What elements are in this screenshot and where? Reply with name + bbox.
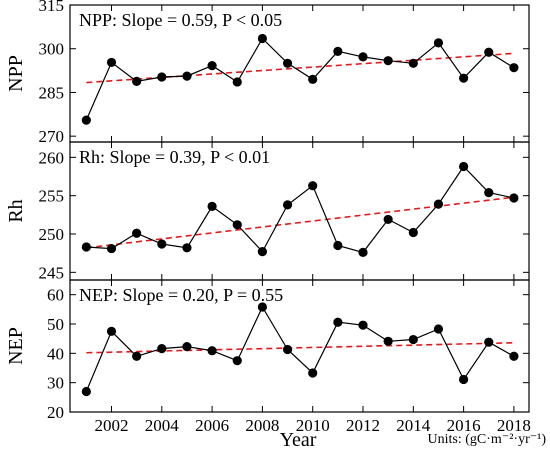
- x-tick-label: 2004: [145, 416, 180, 435]
- rh-data-point: [408, 227, 418, 238]
- rh-y-tick-label: 245: [39, 263, 65, 282]
- nep-data-point: [232, 356, 242, 366]
- nep-data-point: [282, 344, 293, 355]
- nep-data-point: [333, 317, 343, 327]
- x-tick-label: 2018: [497, 416, 531, 435]
- rh-data-point: [308, 181, 318, 191]
- nep-trend-line: [86, 341, 514, 354]
- nep-panel: 20 30 40 50 60 2002 2004 2006 2008 2010 2012 2014 20…: [5, 279, 531, 435]
- nep-data-point: [257, 302, 268, 312]
- npp-data-point: [232, 77, 242, 87]
- rh-data-point: [282, 200, 293, 210]
- rh-stats-annotation: Rh: Slope = 0.39, P < 0.01: [79, 147, 270, 167]
- rh-y-tick-label: 255: [39, 187, 65, 206]
- nep-plot-frame: [69, 279, 530, 413]
- npp-data-point: [509, 63, 519, 73]
- nep-data-point: [182, 341, 192, 352]
- rh-data-point: [207, 201, 217, 211]
- rh-data-point: [106, 243, 117, 254]
- npp-data-point: [257, 33, 268, 44]
- npp-y-axis-title: NPP: [5, 55, 27, 92]
- npp-data-point: [157, 72, 167, 82]
- rh-y-tick-label: 250: [39, 225, 65, 244]
- npp-data-point: [408, 58, 418, 68]
- nep-data-point: [106, 326, 117, 336]
- nep-y-tick-label: 40: [47, 344, 64, 363]
- rh-data-point: [433, 199, 444, 209]
- npp-data-point: [383, 56, 393, 66]
- rh-series-line: [86, 165, 515, 254]
- rh-data-point: [257, 247, 268, 257]
- npp-data-point: [132, 76, 142, 86]
- rh-data-point: [132, 228, 142, 238]
- nep-data-point: [132, 351, 142, 361]
- rh-data-point: [81, 242, 91, 252]
- x-tick-label: 2002: [94, 416, 128, 435]
- nep-data-point: [509, 351, 519, 361]
- npp-data-point: [459, 73, 469, 83]
- npp-y-tick-label: 270: [39, 127, 65, 146]
- npp-data-point: [433, 38, 444, 48]
- nep-data-point: [433, 324, 444, 334]
- rh-data-point: [232, 220, 242, 230]
- rh-y-axis-title: Rh: [5, 199, 27, 222]
- x-tick-label: 2010: [296, 416, 330, 435]
- x-tick-label: 2012: [346, 416, 380, 435]
- nep-data-point: [408, 334, 418, 345]
- npp-y-tick-label: 285: [39, 83, 65, 102]
- rh-data-point: [383, 214, 393, 225]
- npp-data-point: [182, 71, 192, 81]
- rh-panel: 245 250 255 260 Rh Rh: Slope = 0.39, P < 0.01: [5, 141, 530, 282]
- npp-stats-annotation: NPP: Slope = 0.59, P < 0.05: [79, 10, 282, 30]
- nep-data-point: [308, 368, 318, 378]
- rh-data-point: [484, 188, 494, 198]
- units-note: Units: (gC·m⁻²·yr⁻¹): [428, 432, 547, 447]
- rh-data-point: [459, 161, 469, 172]
- npp-data-point: [207, 61, 217, 71]
- rh-data-point: [509, 193, 519, 203]
- x-tick-label: 2006: [195, 416, 229, 435]
- npp-data-point: [282, 58, 293, 68]
- npp-data-point: [106, 57, 117, 68]
- x-tick-label: 2016: [447, 416, 481, 435]
- nep-y-tick-label: 30: [47, 374, 64, 393]
- npp-y-tick-label: 300: [39, 40, 65, 59]
- nep-data-point: [383, 336, 393, 346]
- nep-data-point: [459, 374, 469, 385]
- npp-data-point: [308, 74, 318, 84]
- rh-data-point: [182, 243, 192, 253]
- npp-data-point: [81, 115, 91, 125]
- nep-stats-annotation: NEP: Slope = 0.20, P = 0.55: [79, 285, 283, 305]
- rh-trend-line: [86, 196, 515, 249]
- rh-data-point: [157, 239, 167, 249]
- npp-y-tick-label: 315: [39, 0, 65, 15]
- nep-data-point: [81, 386, 91, 397]
- x-tick-label: 2014: [396, 416, 431, 435]
- nep-y-axis-title: NEP: [5, 327, 27, 365]
- x-tick-label: 2008: [245, 416, 279, 435]
- rh-data-point: [333, 240, 343, 251]
- x-axis-title: Year: [280, 429, 317, 451]
- npp-data-point: [484, 47, 494, 57]
- npp-data-point: [358, 52, 368, 62]
- nep-data-point: [207, 346, 217, 356]
- nep-y-tick-label: 50: [47, 315, 64, 334]
- chart-panels: 270 285 300 315 NPP NPP: Slope = 0.59, P < 0.…: [5, 0, 531, 435]
- nep-series-line: [85, 305, 515, 392]
- nep-data-point: [358, 320, 368, 330]
- nep-y-tick-label: 20: [47, 403, 64, 422]
- nep-y-tick-label: 60: [47, 286, 64, 305]
- npp-data-point: [333, 46, 343, 56]
- nep-data-point: [157, 344, 167, 354]
- rh-data-point: [358, 247, 368, 257]
- npp-series-line: [85, 37, 515, 121]
- nep-data-point: [484, 337, 494, 347]
- rh-y-tick-label: 260: [39, 148, 65, 167]
- npp-panel: 270 285 300 315 NPP NPP: Slope = 0.59, P < 0.…: [5, 0, 530, 146]
